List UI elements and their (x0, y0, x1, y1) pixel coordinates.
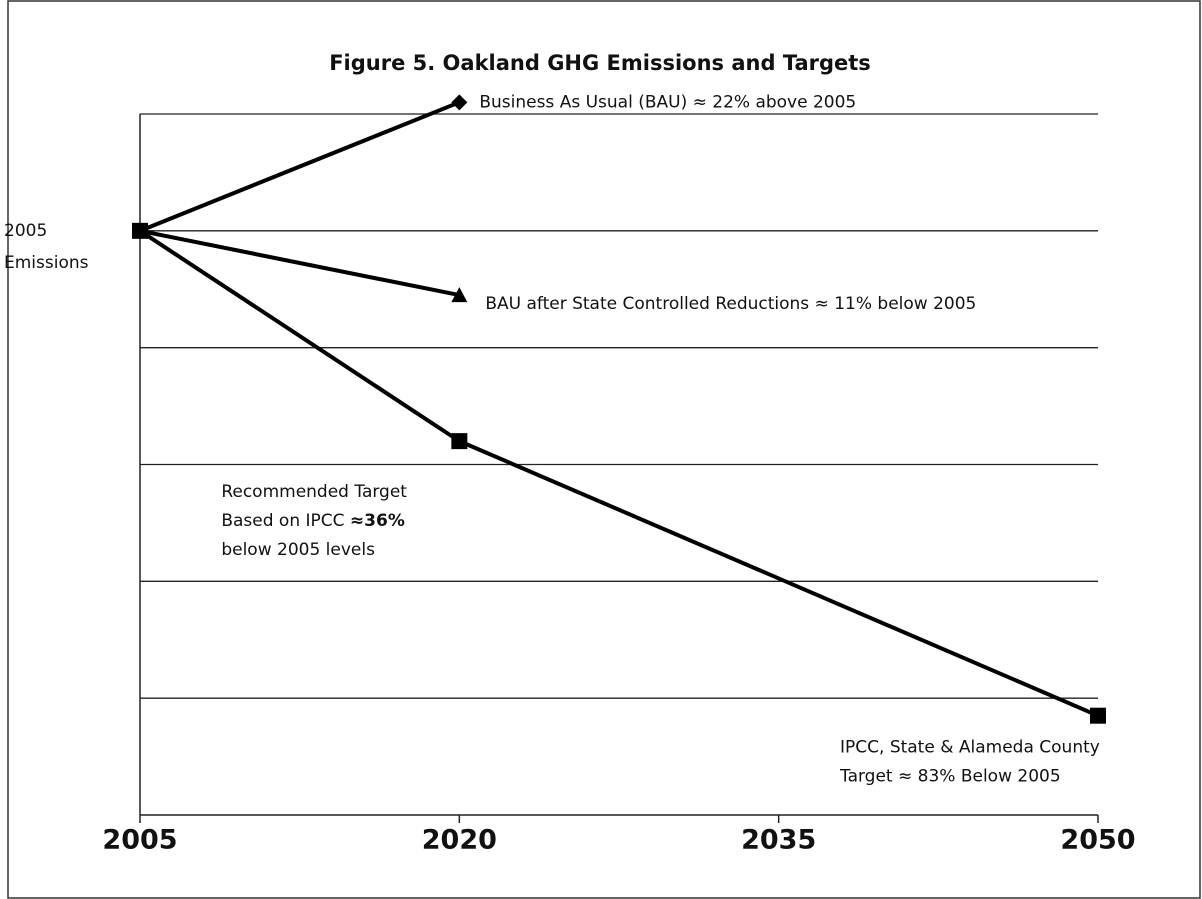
y-tick-label: 2005 Emissions (4, 221, 89, 273)
annotation: Target ≈ 83% Below 2005 (839, 767, 1061, 787)
series-line (139, 228, 460, 298)
series-line (139, 100, 461, 233)
frame (7, 0, 1201, 899)
annotation: BAU after State Controlled Reductions ≈ … (485, 294, 976, 314)
chart-title: Figure 5. Oakland GHG Emissions and Targ… (329, 51, 871, 75)
annotation: Recommended Target (221, 482, 407, 502)
annotation-text: Recommended Target (221, 482, 407, 502)
annotation-text: Target ≈ 83% Below 2005 (839, 767, 1061, 787)
annotation: Based on IPCC ≈36% (221, 511, 405, 531)
annotation-text: below 2005 levels (221, 540, 375, 560)
x-tick-label: 2035 (741, 825, 816, 856)
x-tick-label: 2020 (422, 825, 497, 856)
x-tick-label: 2005 (102, 825, 177, 856)
marker (1090, 707, 1106, 724)
annotation-text: IPCC, State & Alameda County (840, 738, 1100, 758)
annotation: Business As Usual (BAU) ≈ 22% above 2005 (479, 92, 856, 112)
annotation: IPCC, State & Alameda County (840, 738, 1100, 758)
annotation: below 2005 levels (221, 540, 375, 560)
marker (451, 287, 468, 303)
marker (132, 222, 148, 239)
marker (451, 94, 468, 111)
annotation-text: Based on IPCC (221, 511, 350, 531)
annotation-text: BAU after State Controlled Reductions ≈ … (485, 294, 976, 314)
marker (451, 433, 468, 450)
annotation-text: Business As Usual (BAU) ≈ 22% above 2005 (479, 92, 856, 112)
x-tick-label: 2050 (1060, 825, 1135, 856)
annotation-text: ≈36% (350, 511, 405, 531)
